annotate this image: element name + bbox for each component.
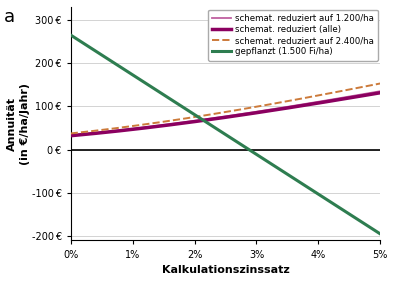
schemat. reduziert auf 2.400/ha	[268, 103, 273, 106]
gepflanzt (1.500 Fi/ha)	[253, 152, 258, 155]
Y-axis label: Annuität
(in €/ha/Jahr): Annuität (in €/ha/Jahr)	[7, 83, 30, 165]
schemat. reduziert auf 2.400/ha	[145, 122, 150, 126]
schemat. reduziert (alle)	[325, 100, 329, 103]
gepflanzt (1.500 Fi/ha)	[371, 228, 375, 231]
schemat. reduziert auf 2.400/ha	[378, 82, 383, 85]
schemat. reduziert auf 1.200/ha	[268, 108, 273, 111]
schemat. reduziert (alle)	[181, 121, 186, 125]
Line: schemat. reduziert (alle): schemat. reduziert (alle)	[71, 93, 380, 136]
Line: gepflanzt (1.500 Fi/ha): gepflanzt (1.500 Fi/ha)	[71, 35, 380, 234]
schemat. reduziert auf 1.200/ha	[158, 124, 163, 127]
Line: schemat. reduziert auf 1.200/ha: schemat. reduziert auf 1.200/ha	[71, 91, 380, 135]
Text: a: a	[4, 8, 15, 27]
Line: schemat. reduziert auf 2.400/ha: schemat. reduziert auf 2.400/ha	[71, 83, 380, 133]
gepflanzt (1.500 Fi/ha)	[236, 141, 241, 144]
gepflanzt (1.500 Fi/ha)	[378, 232, 383, 236]
gepflanzt (1.500 Fi/ha)	[68, 33, 73, 37]
schemat. reduziert auf 1.200/ha	[181, 121, 186, 124]
gepflanzt (1.500 Fi/ha)	[215, 128, 220, 131]
gepflanzt (1.500 Fi/ha)	[217, 129, 222, 133]
schemat. reduziert (alle)	[271, 108, 276, 112]
gepflanzt (1.500 Fi/ha)	[322, 197, 327, 200]
schemat. reduziert auf 1.200/ha	[271, 107, 276, 111]
schemat. reduziert auf 2.400/ha	[68, 132, 73, 135]
schemat. reduziert (alle)	[145, 126, 150, 129]
schemat. reduziert auf 1.200/ha	[378, 89, 383, 93]
schemat. reduziert auf 2.400/ha	[325, 92, 329, 96]
schemat. reduziert auf 2.400/ha	[158, 120, 163, 124]
schemat. reduziert auf 2.400/ha	[271, 102, 276, 105]
schemat. reduziert (alle)	[68, 134, 73, 137]
schemat. reduziert (alle)	[268, 109, 273, 112]
Legend: schemat. reduziert auf 1.200/ha, schemat. reduziert (alle), schemat. reduziert a: schemat. reduziert auf 1.200/ha, schemat…	[208, 10, 378, 61]
schemat. reduziert (alle)	[158, 124, 163, 128]
schemat. reduziert (alle)	[378, 91, 383, 94]
schemat. reduziert auf 1.200/ha	[68, 134, 73, 137]
schemat. reduziert auf 1.200/ha	[325, 99, 329, 102]
schemat. reduziert auf 2.400/ha	[181, 117, 186, 120]
schemat. reduziert auf 1.200/ha	[145, 125, 150, 129]
X-axis label: Kalkulationszinssatz: Kalkulationszinssatz	[162, 265, 290, 275]
